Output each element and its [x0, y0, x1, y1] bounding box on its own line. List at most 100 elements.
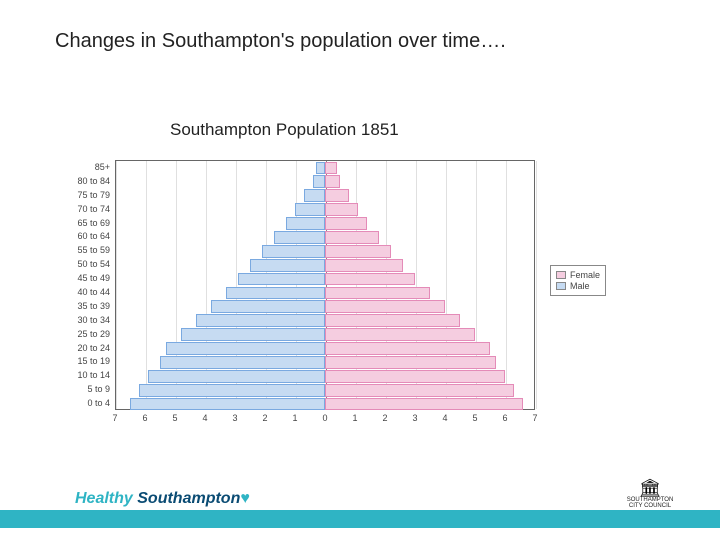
bar-male — [262, 245, 325, 258]
bar-female — [325, 300, 445, 313]
legend-item: Male — [556, 281, 600, 291]
population-pyramid-chart: FemaleMale 85+80 to 8475 to 7970 to 7465… — [70, 150, 650, 430]
y-axis-label: 5 to 9 — [60, 384, 110, 394]
x-axis-label: 6 — [502, 413, 507, 423]
y-axis-label: 45 to 49 — [60, 273, 110, 283]
x-axis-label: 3 — [232, 413, 237, 423]
y-axis-label: 0 to 4 — [60, 398, 110, 408]
legend-label: Female — [570, 270, 600, 280]
bar-female — [325, 203, 358, 216]
x-axis-label: 5 — [472, 413, 477, 423]
chart-title: Southampton Population 1851 — [170, 120, 399, 140]
y-axis-label: 10 to 14 — [60, 370, 110, 380]
bar-female — [325, 398, 523, 411]
y-axis-label: 30 to 34 — [60, 315, 110, 325]
footer-bar — [0, 510, 720, 528]
brand-word-1: Healthy — [75, 490, 133, 507]
council-text-1: SOUTHAMPTON — [620, 497, 680, 504]
age-band-row — [116, 203, 534, 217]
y-axis-label: 50 to 54 — [60, 259, 110, 269]
legend-label: Male — [570, 281, 590, 291]
legend-swatch — [556, 271, 566, 279]
bar-female — [325, 231, 379, 244]
bar-female — [325, 259, 403, 272]
age-band-row — [116, 383, 534, 397]
bar-male — [130, 398, 325, 411]
age-band-row — [116, 342, 534, 356]
y-axis-label: 15 to 19 — [60, 356, 110, 366]
bar-female — [325, 328, 475, 341]
age-band-row — [116, 355, 534, 369]
age-band-row — [116, 328, 534, 342]
bar-female — [325, 217, 367, 230]
bar-female — [325, 189, 349, 202]
bar-male — [211, 300, 325, 313]
x-axis-label: 1 — [292, 413, 297, 423]
bar-male — [316, 162, 325, 175]
legend: FemaleMale — [550, 265, 606, 296]
x-axis-label: 2 — [262, 413, 267, 423]
x-axis-label: 6 — [142, 413, 147, 423]
x-axis-label: 3 — [412, 413, 417, 423]
y-axis-label: 60 to 64 — [60, 231, 110, 241]
age-band-row — [116, 217, 534, 231]
age-band-row — [116, 189, 534, 203]
y-axis-label: 70 to 74 — [60, 204, 110, 214]
brand-word-2: Southampton — [137, 490, 240, 507]
council-text-2: CITY COUNCIL — [620, 503, 680, 510]
bar-female — [325, 370, 505, 383]
y-axis-label: 85+ — [60, 162, 110, 172]
council-logo: 🏛 SOUTHAMPTON CITY COUNCIL — [620, 479, 680, 510]
bar-female — [325, 287, 430, 300]
bar-female — [325, 175, 340, 188]
age-band-row — [116, 258, 534, 272]
y-axis-label: 20 to 24 — [60, 343, 110, 353]
bar-male — [286, 217, 325, 230]
x-axis-label: 7 — [532, 413, 537, 423]
brand-logo: Healthy Southampton♥ — [75, 490, 250, 508]
y-axis-label: 65 to 69 — [60, 218, 110, 228]
bar-female — [325, 342, 490, 355]
y-axis-label: 40 to 44 — [60, 287, 110, 297]
x-axis-label: 0 — [322, 413, 327, 423]
age-band-row — [116, 314, 534, 328]
age-band-row — [116, 286, 534, 300]
bar-male — [238, 273, 325, 286]
x-axis-label: 4 — [442, 413, 447, 423]
age-band-row — [116, 244, 534, 258]
bar-male — [313, 175, 325, 188]
gridline — [536, 161, 537, 409]
bar-male — [226, 287, 325, 300]
bar-male — [181, 328, 325, 341]
bar-male — [139, 384, 325, 397]
y-axis-label: 55 to 59 — [60, 245, 110, 255]
y-axis-label: 75 to 79 — [60, 190, 110, 200]
x-axis-label: 2 — [382, 413, 387, 423]
age-band-row — [116, 175, 534, 189]
bar-female — [325, 314, 460, 327]
bar-male — [250, 259, 325, 272]
bar-male — [274, 231, 325, 244]
age-band-row — [116, 369, 534, 383]
y-axis-label: 80 to 84 — [60, 176, 110, 186]
age-band-row — [116, 272, 534, 286]
x-axis-label: 7 — [112, 413, 117, 423]
age-band-row — [116, 161, 534, 175]
bar-female — [325, 162, 337, 175]
legend-swatch — [556, 282, 566, 290]
bar-female — [325, 356, 496, 369]
y-axis-label: 35 to 39 — [60, 301, 110, 311]
bar-female — [325, 273, 415, 286]
y-axis-label: 25 to 29 — [60, 329, 110, 339]
age-band-row — [116, 397, 534, 411]
bar-male — [196, 314, 325, 327]
bar-male — [304, 189, 325, 202]
bar-female — [325, 245, 391, 258]
age-band-row — [116, 300, 534, 314]
bar-male — [148, 370, 325, 383]
heart-icon: ♥ — [240, 490, 250, 507]
x-axis-label: 5 — [172, 413, 177, 423]
slide-title: Changes in Southampton's population over… — [55, 30, 506, 53]
x-axis-label: 4 — [202, 413, 207, 423]
plot-area — [115, 160, 535, 410]
